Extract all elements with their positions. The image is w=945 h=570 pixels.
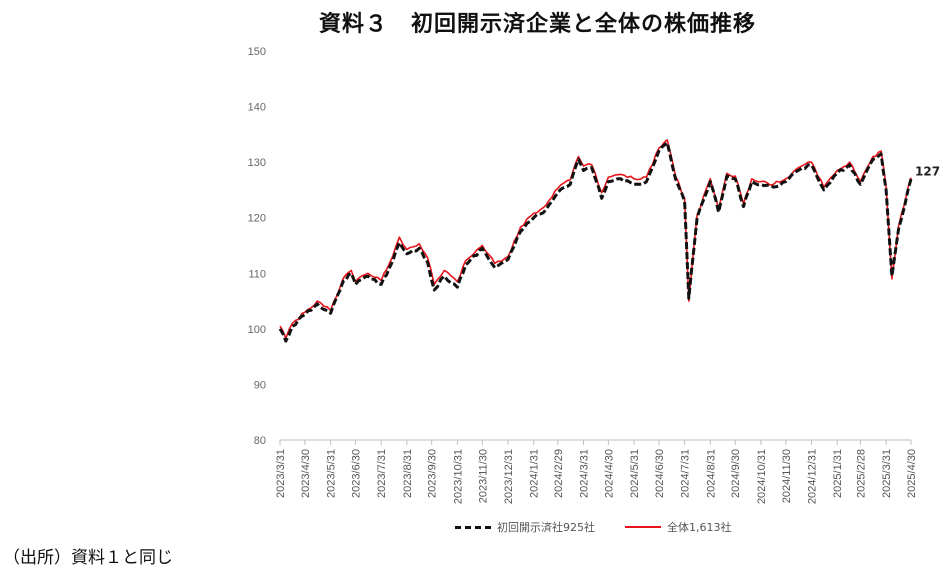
y-tick-label: 90 [254, 379, 266, 391]
series-line-all [279, 139, 912, 340]
y-tick-label: 120 [248, 213, 266, 225]
line-chart: 80 90 100 110 120 130 140 150 2023/3/31 2023/4/3… [248, 46, 940, 504]
y-axis: 80 90 100 110 120 130 140 150 [248, 46, 266, 447]
end-value-label: 127 [915, 165, 940, 179]
x-tick-label: 2024/3/31 [578, 449, 590, 498]
legend-label-all: 全体1,613社 [667, 521, 732, 534]
x-tick-label: 2024/9/30 [730, 449, 742, 498]
source-note: （出所）資料１と同じ [3, 548, 173, 568]
x-tick-label: 2024/12/31 [806, 449, 818, 504]
x-tick-label: 2024/6/30 [654, 449, 666, 498]
x-tick-label: 2024/11/30 [781, 449, 793, 503]
legend: 初回開示済社925社 全体1,613社 [455, 519, 732, 535]
x-tick-label: 2023/7/31 [376, 449, 388, 498]
x-tick-label: 2025/3/31 [881, 449, 893, 498]
x-tick-label: 2023/10/31 [452, 449, 464, 504]
x-axis: 2023/3/31 2023/4/30 2023/5/31 2023/6/30 2023… [275, 439, 918, 504]
legend-item-disclosed: 初回開示済社925社 [455, 519, 595, 535]
x-tick-label: 2023/3/31 [275, 449, 287, 498]
x-tick-label: 2024/1/31 [529, 449, 541, 498]
y-tick-label: 80 [254, 435, 266, 447]
series-line-disclosed [278, 141, 913, 343]
legend-label-disclosed: 初回開示済社925社 [497, 521, 595, 534]
x-tick-label: 2024/10/31 [756, 449, 768, 504]
x-tick-label: 2025/1/31 [832, 449, 844, 498]
y-tick-label: 110 [248, 268, 266, 280]
x-tick-label: 2025/4/30 [906, 449, 918, 498]
end-label-layer: 127 [915, 165, 940, 179]
x-tick-label: 2023/9/30 [427, 449, 439, 498]
x-tick-label: 2023/12/31 [503, 449, 515, 504]
y-tick-label: 150 [248, 46, 266, 58]
x-tick-label: 2023/6/30 [350, 449, 362, 498]
x-tick-label: 2023/11/30 [477, 449, 489, 503]
x-tick-label: 2023/5/31 [326, 449, 338, 498]
y-tick-label: 100 [248, 324, 266, 336]
legend-swatch-solid-red [625, 526, 661, 528]
x-tick-label: 2024/5/31 [629, 449, 641, 498]
x-tick-label: 2024/2/29 [553, 449, 565, 498]
chart-title: 資料３ 初回開示済企業と全体の株価推移 [318, 12, 756, 37]
x-tick-label: 2023/4/30 [300, 449, 312, 498]
y-tick-label: 140 [248, 102, 266, 114]
y-tick-label: 130 [248, 157, 266, 169]
x-tick-label: 2024/4/30 [603, 449, 615, 498]
legend-item-all: 全体1,613社 [625, 519, 732, 535]
x-tick-label: 2023/8/31 [402, 449, 414, 498]
x-tick-label: 2024/8/31 [705, 449, 717, 498]
x-tick-label: 2024/7/31 [680, 449, 692, 498]
legend-swatch-dashed-black [455, 525, 491, 529]
series-layer [278, 139, 913, 343]
x-tick-label: 2025/2/28 [855, 449, 867, 498]
